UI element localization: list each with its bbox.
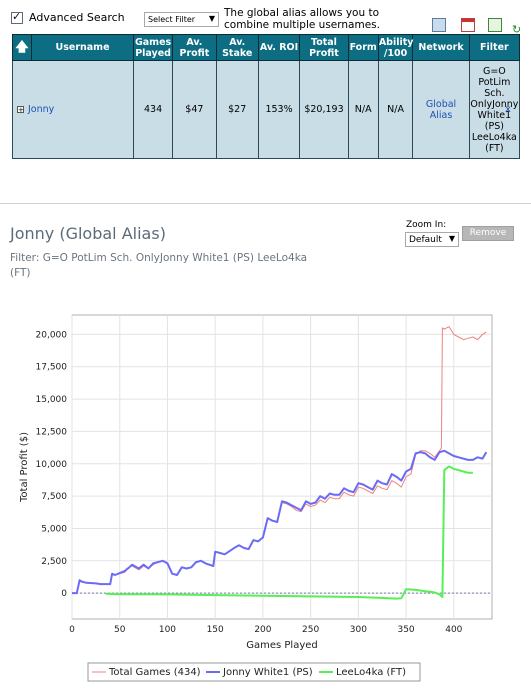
advanced-search-toggle[interactable]: Advanced Search (11, 10, 125, 24)
col-ability[interactable]: Ability /100 (377, 34, 414, 61)
col-filter[interactable]: Filter (468, 34, 521, 61)
x-tick-label: 400 (445, 625, 462, 635)
legend-label: LeeLo4ka (FT) (336, 667, 406, 678)
profit-chart: 0 50 100 150 200 250 300 350 400 0 2,500 5,000 7,500… (19, 314, 493, 682)
remove-row-link[interactable]: x (505, 104, 511, 115)
y-axis-title: Total Profit ($) (19, 432, 30, 503)
toolbar: Advanced Search Select Filter ▼ The glob… (0, 0, 531, 36)
username-link[interactable]: Jonny (28, 104, 55, 115)
x-tick-label: 350 (397, 625, 414, 635)
advanced-search-checkbox[interactable] (11, 10, 23, 24)
y-tick-label: 7,500 (41, 492, 67, 502)
x-tick-label: 250 (302, 625, 319, 635)
x-tick-label: 100 (159, 625, 176, 635)
delete-icon[interactable] (461, 18, 475, 32)
export-icon[interactable] (488, 18, 502, 32)
cell-username: + Jonny (11, 60, 135, 159)
y-tick-label: 2,500 (41, 557, 67, 567)
y-tick-label: 12,500 (36, 427, 68, 437)
x-tick-label: 50 (114, 625, 126, 635)
y-tick-label: 5,000 (41, 524, 67, 534)
series-leelo4ka (105, 465, 473, 600)
cell-av-roi: 153% (257, 60, 301, 159)
cell-total-profit: $20,193 (299, 60, 349, 159)
cell-ability: N/A (377, 60, 414, 159)
filter-select-value: Select Filter (148, 15, 196, 24)
network-link[interactable]: Global Alias (425, 98, 457, 121)
plot-area (71, 314, 493, 620)
col-form[interactable]: Form (347, 34, 379, 61)
table-row: + Jonny 434 $47 $27 153% $20,193 N/A N/A … (11, 60, 521, 159)
chevron-down-icon: ▼ (448, 234, 455, 243)
cell-filter: G=O PotLim Sch. OnlyJonny White1 (PS) Le… (468, 60, 521, 159)
col-games-played[interactable]: Games Played (133, 34, 173, 61)
y-tick-label: 15,000 (36, 395, 68, 405)
remove-button[interactable]: Remove (462, 226, 514, 241)
legend-box (87, 662, 421, 682)
global-alias-note: The global alias allows you to combine m… (224, 7, 380, 31)
col-av-roi[interactable]: Av. ROI (257, 34, 301, 61)
x-tick-label: 0 (69, 625, 75, 635)
filter-description: Filter: G=O PotLim Sch. OnlyJonny White1… (10, 252, 308, 279)
filter-select[interactable]: Select Filter ▼ (144, 12, 219, 27)
y-tick-label: 20,000 (36, 330, 68, 340)
page-title: Jonny (Global Alias) (10, 224, 166, 243)
expand-icon[interactable]: + (17, 106, 24, 114)
save-icon[interactable] (432, 18, 446, 32)
cell-av-stake: $27 (215, 60, 259, 159)
cell-av-profit: $47 (171, 60, 217, 159)
chart-legend: Total Games (434) Jonny White1 (PS) LeeLo4… (87, 662, 421, 682)
x-tick-label: 150 (207, 625, 224, 635)
section-divider (0, 203, 531, 204)
chevron-down-icon: ▼ (208, 14, 215, 23)
col-av-profit[interactable]: Av. Profit (171, 34, 217, 61)
cell-network: Global Alias (412, 60, 470, 159)
x-tick-label: 300 (350, 625, 367, 635)
y-tick-label: 10,000 (36, 460, 68, 470)
series-jonny-white1 (72, 449, 488, 595)
col-username[interactable]: Username (30, 34, 135, 61)
zoom-select[interactable]: Default ▼ (405, 232, 459, 247)
refresh-icon[interactable]: ↻ (512, 23, 522, 36)
legend-label: Jonny White1 (PS) (222, 667, 313, 678)
col-av-stake[interactable]: Av. Stake (215, 34, 259, 61)
cell-form: N/A (347, 60, 379, 159)
x-tick-label: 200 (254, 625, 271, 635)
cell-games-played: 434 (133, 60, 173, 159)
y-tick-label: 17,500 (36, 363, 68, 373)
series-layer (72, 326, 488, 600)
x-axis-title: Games Played (246, 640, 318, 651)
advanced-search-label: Advanced Search (29, 11, 125, 24)
col-total-profit[interactable]: Total Profit (299, 34, 349, 61)
zoom-label: Zoom In: (406, 220, 447, 230)
grid (71, 315, 492, 619)
user-stats-table: 🡅 Username Games Played Av. Profit Av. S… (11, 34, 521, 159)
sort-up-icon[interactable]: 🡅 (12, 34, 32, 61)
col-network[interactable]: Network (412, 34, 470, 61)
ticks-layer: 0 50 100 150 200 250 300 350 400 0 2,500 5,000 7,500… (36, 330, 463, 635)
zoom-select-value: Default (409, 235, 442, 245)
legend-label: Total Games (434) (108, 667, 201, 678)
table-header-row: 🡅 Username Games Played Av. Profit Av. S… (12, 34, 521, 61)
y-tick-label: 0 (61, 589, 67, 599)
